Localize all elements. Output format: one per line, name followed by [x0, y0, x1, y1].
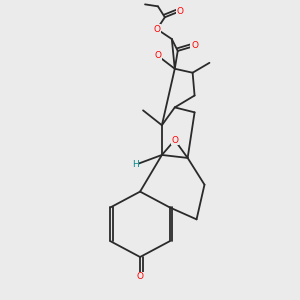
Text: O: O — [136, 272, 144, 281]
Text: O: O — [153, 25, 161, 34]
Text: O: O — [176, 7, 183, 16]
Text: O: O — [191, 41, 198, 50]
Text: H: H — [132, 160, 139, 169]
Text: O: O — [154, 51, 161, 60]
Text: O: O — [171, 136, 178, 145]
